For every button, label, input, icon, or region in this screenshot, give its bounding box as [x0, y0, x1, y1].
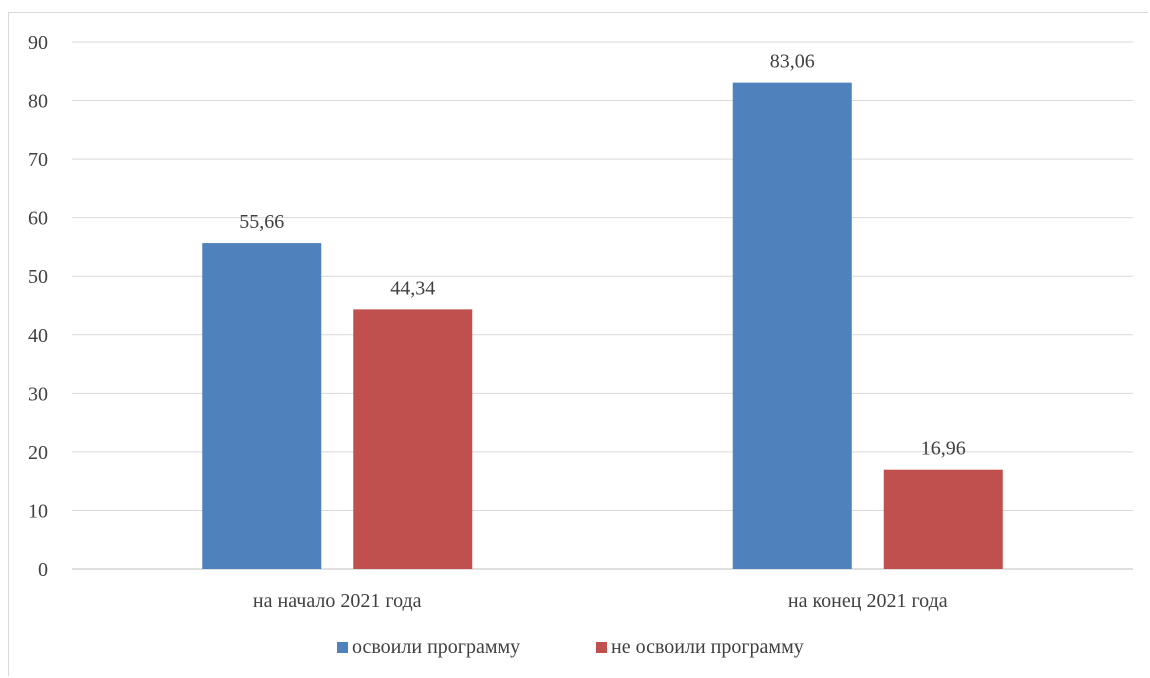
bars [202, 82, 1003, 569]
legend: освоили программу не освоили программу [337, 636, 804, 658]
y-tick-label-10: 10 [28, 500, 48, 522]
y-tick-label-30: 30 [28, 383, 48, 405]
x-category-label-1: на конец 2021 года [788, 590, 948, 612]
legend-label-1: не освоили программу [611, 636, 804, 658]
data-label-0-1: 83,06 [770, 51, 815, 73]
bar-0-1 [732, 82, 852, 569]
x-axis-categories: на начало 2021 года на конец 2021 года [253, 590, 948, 612]
gridlines [72, 41, 1133, 570]
bar-1-0 [353, 309, 473, 569]
data-label-1-1: 16,96 [921, 438, 966, 460]
y-tick-label-80: 80 [28, 91, 48, 113]
y-tick-label-70: 70 [28, 149, 48, 171]
data-label-1-0: 44,34 [390, 277, 435, 299]
legend-swatch-0 [337, 642, 348, 653]
data-labels: 55,66 44,34 83,06 16,96 [239, 51, 966, 460]
legend-label-0: освоили программу [352, 636, 520, 658]
y-tick-label-40: 40 [28, 325, 48, 347]
y-tick-label-90: 90 [28, 32, 48, 54]
y-tick-label-50: 50 [28, 266, 48, 288]
y-tick-label-0: 0 [38, 559, 48, 581]
bar-1-1 [883, 469, 1003, 569]
x-category-label-0: на начало 2021 года [253, 590, 422, 612]
legend-swatch-1 [596, 642, 607, 653]
bar-0-0 [202, 243, 322, 569]
y-tick-label-60: 60 [28, 208, 48, 230]
y-axis-ticks: 0 10 20 30 40 50 60 70 80 90 [28, 32, 48, 581]
y-tick-label-20: 20 [28, 442, 48, 464]
chart-frame [8, 12, 1148, 676]
data-label-0-0: 55,66 [239, 211, 284, 233]
